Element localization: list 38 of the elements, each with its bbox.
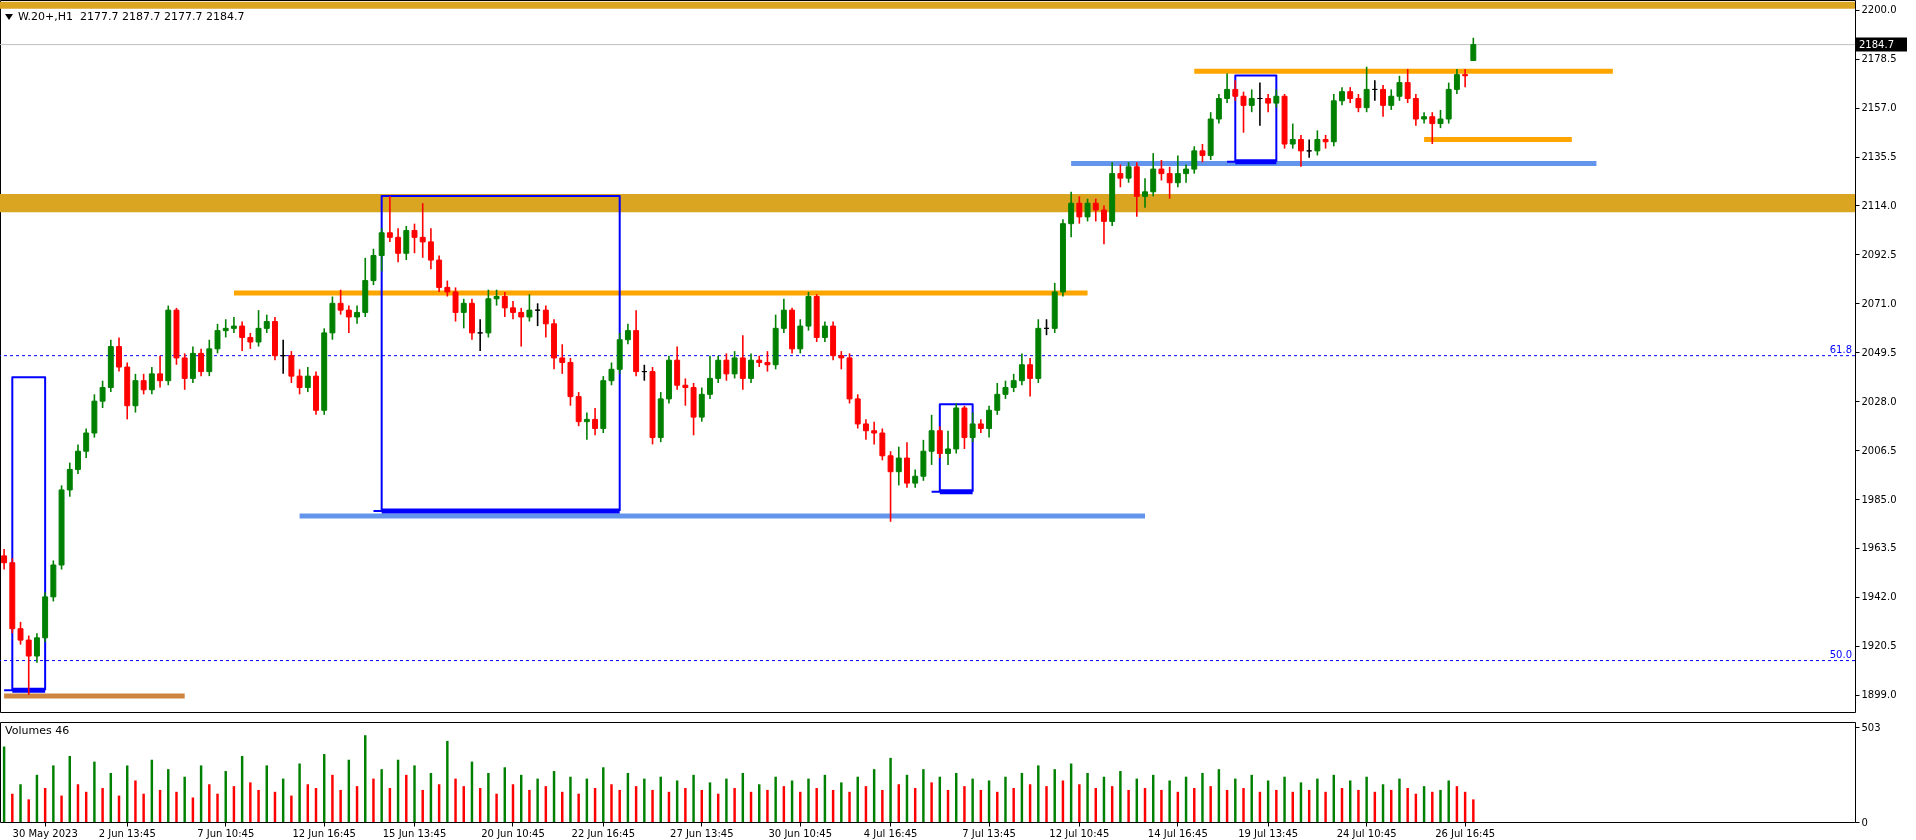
y-tick-label: 2028.0 [1861, 395, 1897, 407]
y-tick-label: 2200.0 [1861, 4, 1897, 16]
annotation: 50.0 [1829, 648, 1852, 660]
ref-line-label: 2184.7 [1859, 38, 1894, 50]
text: W.20+,H1 2177.7 2187.7 2177.7 2184.7 [18, 10, 245, 23]
x-tick-label: 27 Jun 13:45 [670, 827, 734, 839]
y-tick-label: 2114.0 [1861, 199, 1897, 211]
y-tick-label: 2157.0 [1861, 102, 1897, 114]
x-tick-label: 14 Jul 16:45 [1147, 827, 1208, 839]
x-tick-label: 7 Jul 13:45 [962, 827, 1016, 839]
x-tick-label: 4 Jul 16:45 [863, 827, 918, 839]
y-tick-label: 1899.0 [1861, 689, 1897, 701]
x-tick-label: 19 Jul 13:45 [1238, 827, 1299, 839]
y-tick-label: 1942.0 [1861, 591, 1897, 603]
x-tick-label: 30 Jun 10:45 [768, 827, 833, 839]
x-tick-label: 20 Jun 10:45 [481, 827, 545, 839]
x-tick-label: 12 Jun 16:45 [292, 827, 356, 839]
x-tick-label: 26 Jul 16:45 [1435, 827, 1496, 839]
x-tick-label: 15 Jun 13:45 [382, 827, 447, 839]
x-tick-label: 30 May 2023 [12, 827, 78, 839]
y-tick-label: 1963.5 [1861, 542, 1897, 554]
chart-title: Volumes 46 [5, 724, 70, 737]
annotation: 61.8 [1829, 343, 1852, 355]
y-tick-label: 1920.5 [1861, 640, 1897, 652]
y-tick-label: 1985.0 [1861, 493, 1897, 505]
y-tick-label: 0 [1861, 816, 1868, 828]
y-tick-label: 503 [1861, 721, 1881, 733]
x-tick-label: 12 Jul 10:45 [1049, 827, 1110, 839]
x-tick-label: 24 Jul 10:45 [1336, 827, 1397, 839]
x-tick-label: 22 Jun 16:45 [571, 827, 636, 839]
y-tick-label: 2135.5 [1861, 151, 1897, 163]
y-tick-label: 2006.5 [1861, 444, 1897, 456]
x-tick-label: 2 Jun 13:45 [98, 827, 156, 839]
y-tick-label: 2178.5 [1861, 53, 1897, 65]
y-tick-label: 2049.5 [1861, 346, 1897, 358]
y-tick-label: 2092.5 [1861, 248, 1897, 260]
x-tick-label: 7 Jun 10:45 [197, 827, 255, 839]
y-tick-label: 2071.0 [1861, 297, 1897, 309]
